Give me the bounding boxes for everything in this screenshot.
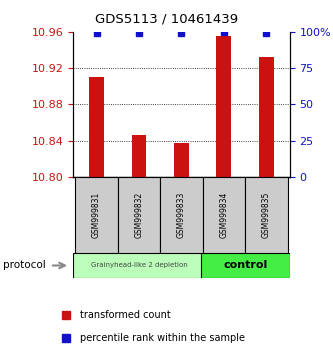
Bar [118, 177, 160, 253]
Text: transformed count: transformed count [80, 310, 171, 320]
Text: GSM999834: GSM999834 [219, 192, 228, 238]
Text: Grainyhead-like 2 depletion: Grainyhead-like 2 depletion [91, 263, 187, 268]
Bar [216, 36, 231, 177]
Bar [245, 177, 288, 253]
Bar [259, 57, 274, 177]
Bar [200, 253, 290, 278]
Bar [75, 177, 118, 253]
Bar [132, 135, 147, 177]
Text: GSM999832: GSM999832 [135, 192, 144, 238]
Text: percentile rank within the sample: percentile rank within the sample [80, 333, 245, 343]
Bar [73, 253, 205, 278]
Bar [174, 143, 189, 177]
Bar [160, 177, 203, 253]
Text: GSM999833: GSM999833 [177, 192, 186, 238]
Text: GSM999835: GSM999835 [262, 192, 271, 238]
Text: GDS5113 / 10461439: GDS5113 / 10461439 [95, 12, 238, 25]
Bar [89, 77, 104, 177]
Bar [203, 177, 245, 253]
Text: GSM999831: GSM999831 [92, 192, 101, 238]
Text: protocol: protocol [3, 261, 46, 270]
Text: control: control [223, 261, 267, 270]
